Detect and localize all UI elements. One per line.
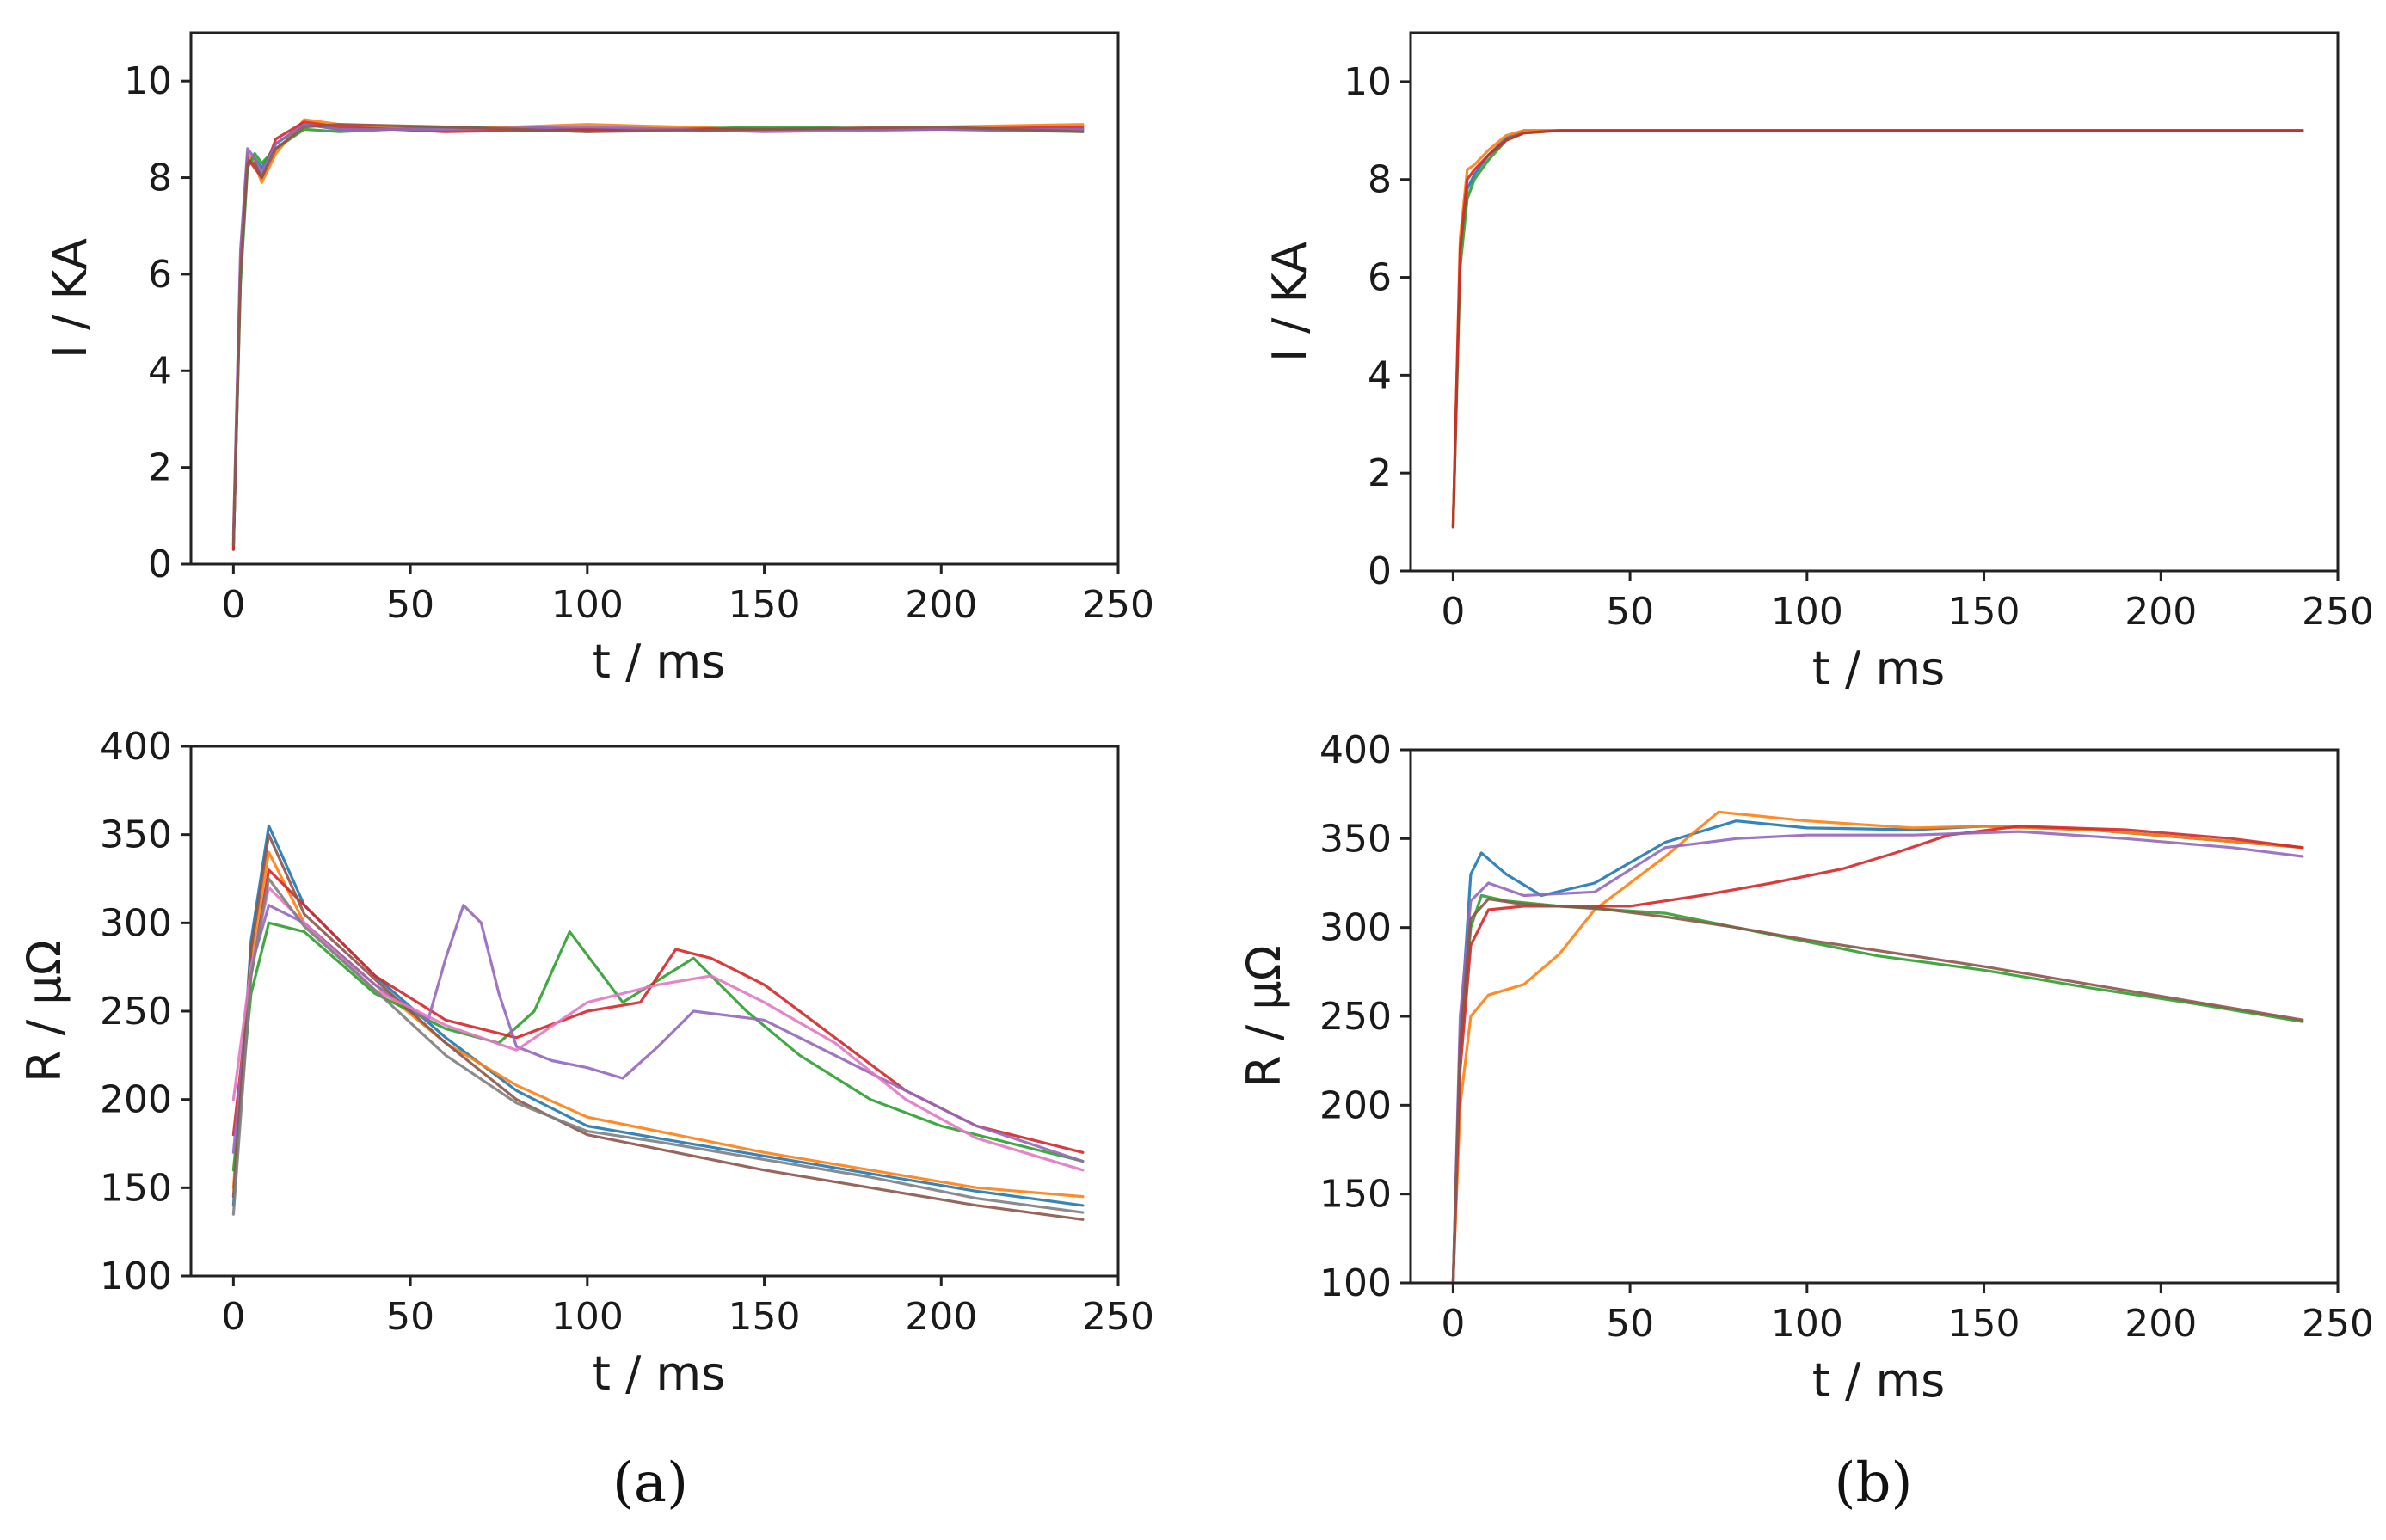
series-line-trace-6	[231, 123, 1085, 547]
series-line-trace-4	[1451, 129, 2304, 529]
x-axis-label: t / ms	[593, 635, 725, 689]
y-tick-label: 100	[100, 1255, 172, 1298]
y-tick-label: 4	[148, 349, 172, 393]
y-tick-label: 200	[1319, 1083, 1392, 1127]
y-axis-label: R / μΩ	[17, 940, 71, 1083]
x-axis-label: t / ms	[1812, 1353, 1945, 1408]
series-line-trace-3	[231, 921, 1085, 1172]
y-tick-label: 0	[1368, 549, 1392, 593]
plot-frame	[189, 31, 1120, 566]
series-line-trace-5	[231, 904, 1085, 1163]
chart-b-resistance: 0 50 100 150 200 250 100 150 200 250 300 350 400 t / …	[1237, 728, 2374, 1408]
y-tick-label: 400	[100, 725, 172, 769]
series-line-trace-4	[231, 868, 1085, 1154]
y-axis-label: I / KA	[43, 238, 97, 359]
y-tick-label: 6	[1368, 256, 1392, 300]
x-tick-label: 50	[386, 1295, 434, 1339]
y-tick-label: 350	[1319, 817, 1392, 861]
x-axis-label: t / ms	[593, 1347, 725, 1401]
series-line-trace-5	[231, 123, 1085, 537]
y-tick-label: 400	[1319, 728, 1392, 772]
x-tick-label: 250	[1082, 583, 1154, 627]
chart-b-current: 0 50 100 150 200 250 0 2 4 6 8 10 t / ms I / KA	[1263, 31, 2374, 696]
series-line-trace-4	[1451, 825, 2304, 1283]
y-tick-label: 10	[1344, 60, 1392, 104]
y-tick-label: 350	[100, 813, 172, 857]
series-line-trace-1	[231, 123, 1085, 551]
y-tick-label: 4	[1368, 353, 1392, 397]
x-tick-label: 0	[221, 583, 245, 627]
series-line-trace-2	[231, 118, 1085, 542]
plot-frame	[1409, 31, 2340, 573]
chart-a-resistance: 0 50 100 150 200 250 100 150 200 250 300 350 400 t / …	[17, 725, 1154, 1401]
x-tick-label: 200	[905, 1295, 977, 1339]
series-group	[1451, 129, 2304, 529]
series-line-trace-6	[1451, 898, 2304, 1283]
y-tick-label: 300	[100, 901, 172, 945]
x-tick-label: 250	[2302, 1302, 2374, 1346]
plot-frame	[189, 745, 1120, 1278]
x-tick-label: 200	[2125, 590, 2197, 634]
y-axis-label: I / KA	[1263, 242, 1317, 362]
x-tick-label: 100	[551, 1295, 624, 1339]
x-tick-label: 200	[2125, 1302, 2197, 1346]
caption-b: (b)	[1835, 1451, 1913, 1515]
x-tick-label: 250	[2302, 590, 2374, 634]
caption-a: (a)	[612, 1451, 688, 1515]
series-line-trace-1	[1451, 129, 2304, 529]
x-tick-label: 0	[1441, 1302, 1465, 1346]
series-line-trace-3	[1451, 129, 2304, 529]
series-group	[231, 118, 1085, 551]
series-line-trace-8	[231, 877, 1085, 1216]
y-tick-label: 150	[100, 1166, 172, 1210]
y-tick-label: 8	[148, 156, 172, 200]
series-line-trace-3	[231, 126, 1085, 547]
y-tick-label: 150	[1319, 1173, 1392, 1217]
y-tick-label: 200	[100, 1078, 172, 1122]
y-tick-label: 300	[1319, 906, 1392, 950]
y-tick-label: 6	[148, 253, 172, 297]
y-tick-label: 250	[100, 990, 172, 1034]
series-group	[231, 824, 1085, 1221]
series-line-trace-4	[231, 120, 1085, 551]
x-tick-label: 100	[1771, 590, 1843, 634]
y-axis-label: R / μΩ	[1237, 945, 1291, 1088]
series-line-trace-1	[231, 824, 1085, 1207]
x-tick-label: 200	[905, 583, 977, 627]
x-tick-label: 150	[729, 583, 801, 627]
series-line-trace-2	[1451, 810, 2304, 1283]
x-tick-label: 250	[1082, 1295, 1154, 1339]
series-group	[1451, 810, 2304, 1283]
y-tick-label: 8	[1368, 158, 1392, 202]
y-tick-label: 10	[124, 59, 172, 103]
x-tick-label: 100	[551, 583, 624, 627]
x-tick-label: 100	[1771, 1302, 1843, 1346]
series-line-trace-6	[231, 833, 1085, 1221]
series-line-trace-1	[1451, 819, 2304, 1283]
x-tick-label: 150	[1948, 590, 2020, 634]
series-line-trace-2	[1451, 129, 2304, 529]
y-tick-label: 100	[1319, 1261, 1392, 1305]
x-tick-label: 0	[221, 1295, 245, 1339]
series-line-trace-5	[1451, 830, 2304, 1283]
x-axis-label: t / ms	[1812, 641, 1945, 696]
x-tick-label: 150	[729, 1295, 801, 1339]
chart-a-current: 0 50 100 150 200 250 0 2 4 6 8 10 t / ms I / KA	[43, 31, 1154, 689]
y-tick-label: 2	[1368, 451, 1392, 495]
series-line-trace-7	[231, 886, 1085, 1172]
x-tick-label: 50	[386, 583, 434, 627]
x-tick-label: 150	[1948, 1302, 2020, 1346]
y-tick-label: 0	[148, 543, 172, 586]
series-line-trace-3	[1451, 893, 2304, 1283]
x-tick-label: 50	[1606, 1302, 1654, 1346]
y-tick-label: 250	[1319, 995, 1392, 1039]
x-tick-label: 0	[1441, 590, 1465, 634]
series-line-trace-2	[231, 850, 1085, 1199]
x-tick-label: 50	[1606, 590, 1654, 634]
y-tick-label: 2	[148, 446, 172, 490]
